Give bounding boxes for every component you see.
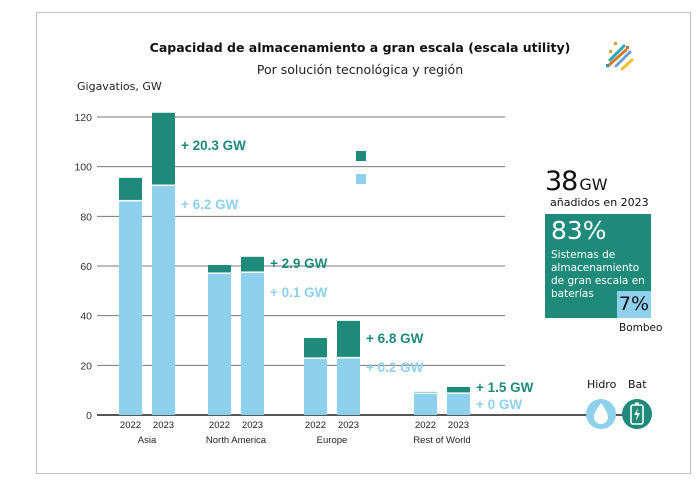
total-added-number: 38 — [545, 166, 578, 197]
y-tick-label: 20 — [80, 360, 92, 372]
legend-square-hydro — [356, 174, 366, 184]
battery-share-pct: 83% — [551, 216, 607, 245]
bar-hydro-rest-of-world-2022 — [414, 393, 437, 415]
pumped-share-label: Bombeo — [619, 322, 663, 334]
water-drop-shape — [594, 403, 608, 424]
bar-battery-asia-2022 — [119, 177, 142, 200]
bar-hydro-rest-of-world-2023 — [447, 393, 470, 415]
bolt-shape — [634, 408, 640, 421]
battery-added-label: + 20.3 GW — [181, 138, 246, 153]
bar-battery-north-america-2023 — [241, 256, 264, 272]
region-label: Rest of World — [413, 435, 470, 446]
bar-hydro-europe-2023 — [337, 358, 360, 415]
chart-title: Capacidad de almacenamiento a gran escal… — [149, 40, 571, 55]
bar-hydro-north-america-2023 — [241, 272, 264, 415]
total-added-value: 38 GW — [545, 166, 608, 197]
total-added-caption: añadidos en 2023 — [550, 196, 649, 209]
x-tick-label: 2022 — [120, 420, 141, 431]
bar-battery-europe-2022 — [304, 338, 327, 358]
hydro-added-label: + 0.1 GW — [270, 285, 328, 300]
bar-hydro-asia-2022 — [119, 201, 142, 415]
x-tick-label: 2023 — [448, 420, 469, 431]
y-tick-label: 60 — [80, 261, 92, 273]
hydro-added-label: + 0 GW — [476, 397, 522, 412]
x-tick-label: 2022 — [209, 420, 230, 431]
battery-cap — [635, 402, 639, 405]
total-added-unit: GW — [579, 175, 608, 194]
x-tick-label: 2022 — [415, 420, 436, 431]
region-label: North America — [206, 435, 267, 446]
x-tick-label: 2023 — [242, 420, 263, 431]
x-tick-label: 2023 — [338, 420, 359, 431]
hydro-added-label: + 0.2 GW — [366, 360, 424, 375]
bar-hydro-europe-2022 — [304, 358, 327, 415]
bar-battery-europe-2023 — [337, 320, 360, 357]
battery-added-label: + 6.8 GW — [366, 331, 424, 346]
bar-hydro-north-america-2022 — [208, 273, 231, 415]
y-tick-label: 0 — [86, 410, 92, 422]
legend-battery-label: Bat — [628, 378, 647, 391]
y-axis-label: Gigavatios, GW — [77, 80, 162, 93]
y-tick-label: 120 — [74, 112, 92, 124]
y-tick-label: 80 — [80, 211, 92, 223]
y-tick-label: 100 — [74, 162, 92, 174]
striped-logo-icon — [606, 42, 634, 71]
battery-added-label: + 2.9 GW — [270, 256, 328, 271]
bar-hydro-asia-2023 — [152, 186, 175, 415]
battery-share-desc: Sistemas de almacenamiento de gran escal… — [551, 249, 645, 300]
legend-square-battery — [356, 151, 366, 161]
x-tick-label: 2022 — [305, 420, 326, 431]
y-tick-label: 40 — [80, 311, 92, 323]
hydro-added-label: + 6.2 GW — [181, 197, 239, 212]
bar-battery-rest-of-world-2023 — [447, 386, 470, 393]
region-label: Asia — [138, 435, 157, 446]
bar-battery-north-america-2022 — [208, 265, 231, 273]
bar-battery-asia-2023 — [152, 112, 175, 185]
battery-added-label: + 1.5 GW — [476, 380, 534, 395]
pumped-share-pct: 7% — [617, 291, 651, 318]
chart-subtitle: Por solución tecnológica y región — [256, 62, 464, 77]
x-tick-label: 2023 — [153, 420, 174, 431]
region-label: Europe — [317, 435, 348, 446]
legend-hydro-label: Hidro — [587, 378, 617, 391]
